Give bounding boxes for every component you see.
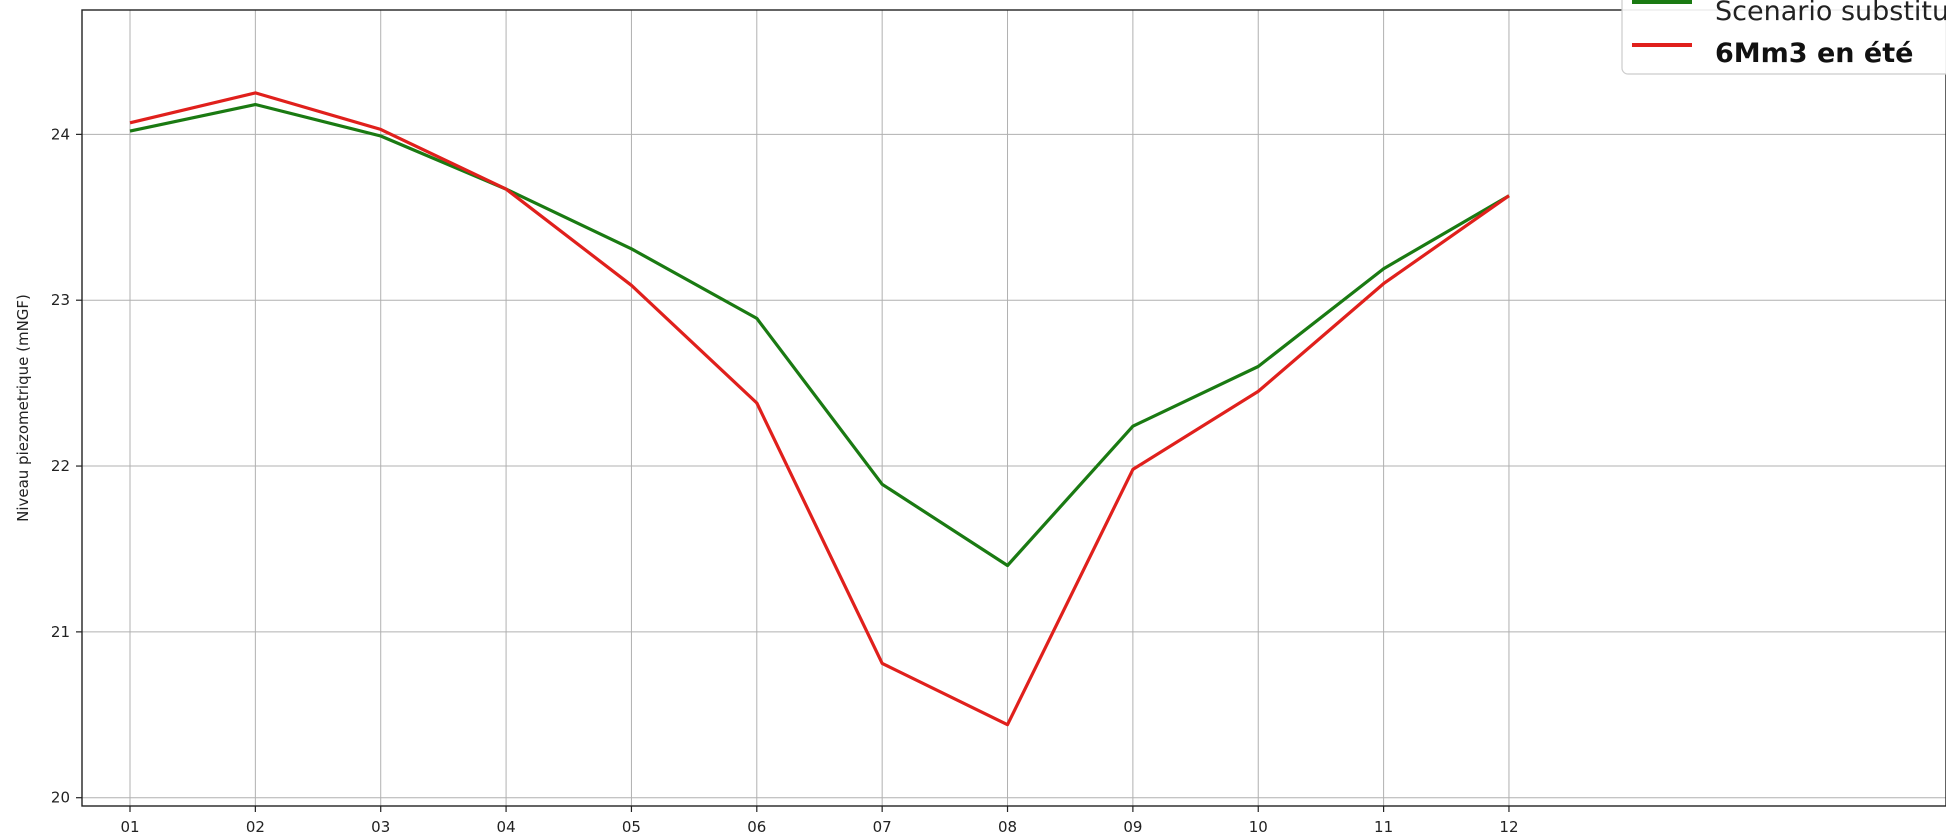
plot-frame — [81, 9, 1946, 807]
legend-label-6mm3-en-ete: 6Mm3 en été — [1715, 38, 1913, 69]
x-tick-label: 12 — [1499, 818, 1518, 836]
x-tick-label: 10 — [1249, 818, 1268, 836]
y-axis: 20 21 22 23 24 — [51, 125, 82, 807]
x-tick-label: 04 — [497, 818, 516, 836]
legend: Scenario substitu 6Mm3 en été — [1621, 0, 1946, 75]
legend-box — [1621, 0, 1946, 75]
grid — [82, 10, 1946, 806]
y-tick-label: 24 — [51, 125, 70, 143]
x-tick-label: 11 — [1374, 818, 1393, 836]
x-tick-label: 07 — [873, 818, 892, 836]
y-tick-label: 21 — [51, 623, 70, 641]
y-axis-title: Niveau piezometrique (mNGF) — [14, 294, 32, 522]
y-tick-label: 22 — [51, 457, 70, 475]
series-line-6mm3-en-ete — [129, 91, 1510, 727]
y-tick-label: 23 — [51, 291, 70, 309]
x-tick-label: 02 — [246, 818, 265, 836]
x-tick-label: 08 — [998, 818, 1017, 836]
series-line-scenario-substitu — [129, 102, 1510, 568]
x-tick-label: 09 — [1123, 818, 1142, 836]
x-tick-label: 06 — [747, 818, 766, 836]
x-axis: 01 02 03 04 05 06 07 08 09 10 11 12 — [120, 806, 1519, 836]
x-tick-label: 01 — [120, 818, 139, 836]
x-tick-label: 05 — [622, 818, 641, 836]
legend-label-scenario-substitu: Scenario substitu — [1715, 0, 1946, 27]
x-tick-label: 03 — [371, 818, 390, 836]
y-tick-label: 20 — [51, 789, 70, 807]
series-layer — [129, 91, 1510, 727]
